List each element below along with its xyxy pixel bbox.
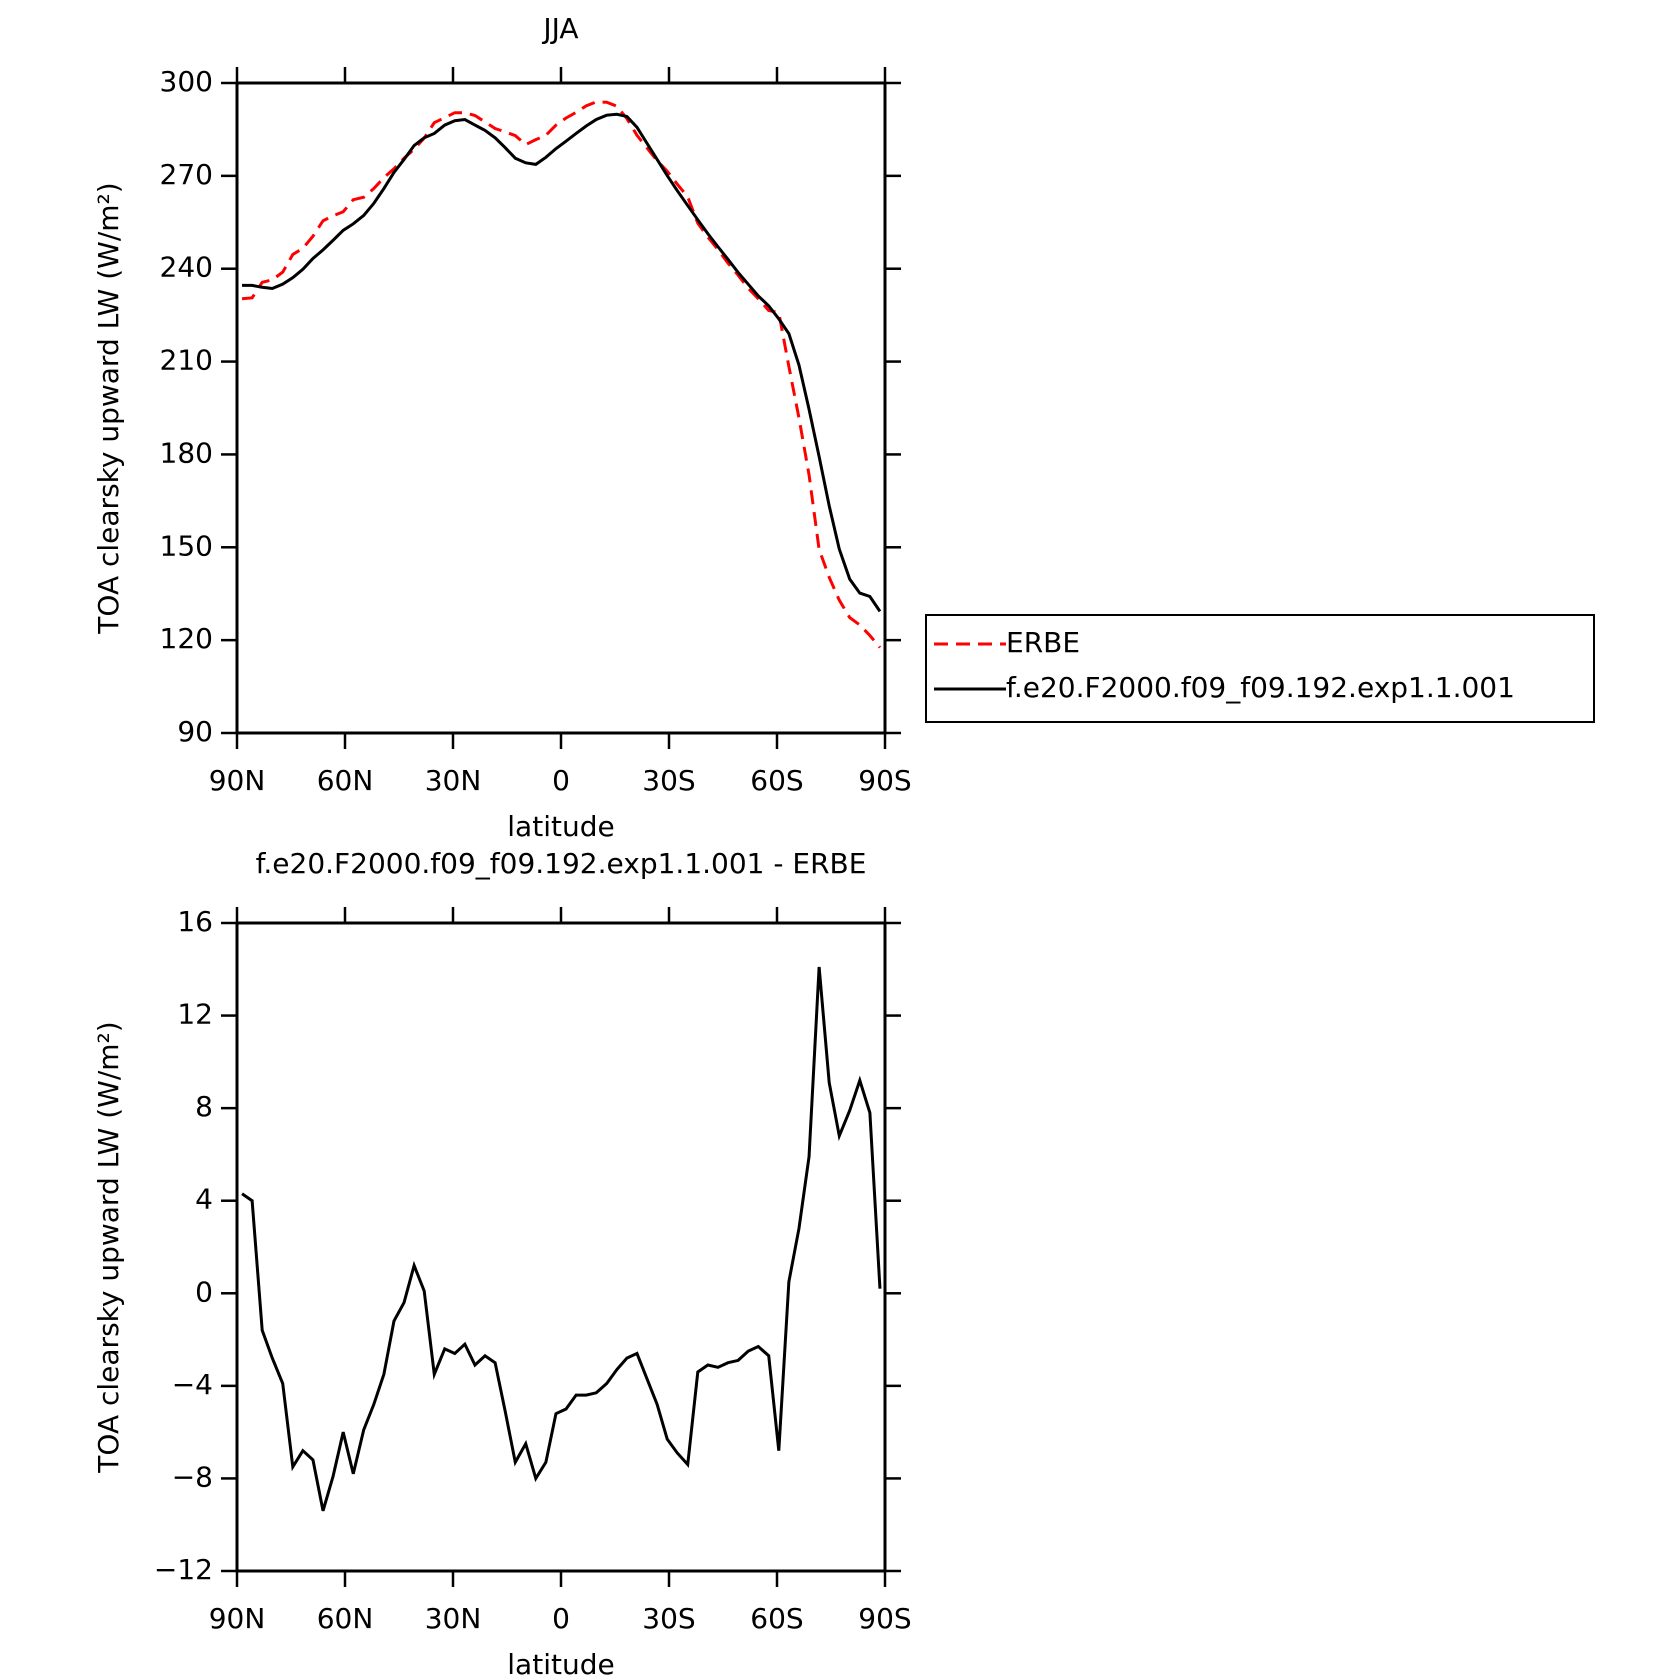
x-tick-label: 30S <box>642 764 695 797</box>
series-line <box>241 966 882 1512</box>
x-tick-label: 90N <box>209 1602 266 1635</box>
y-axis-label: TOA clearsky upward LW (W/m²) <box>92 182 125 634</box>
y-tick-label: 270 <box>160 158 213 191</box>
x-axis-label: latitude <box>507 810 614 843</box>
x-tick-label: 90S <box>858 764 911 797</box>
x-tick-label: 90S <box>858 1602 911 1635</box>
y-axis-label: TOA clearsky upward LW (W/m²) <box>92 1021 125 1473</box>
x-tick-label: 90N <box>209 764 266 797</box>
x-tick-label: 30N <box>425 764 482 797</box>
x-tick-label: 0 <box>552 764 570 797</box>
y-tick-label: −12 <box>154 1553 213 1586</box>
x-axis-label: latitude <box>507 1648 614 1680</box>
x-tick-label: 60N <box>317 764 374 797</box>
y-tick-label: 180 <box>160 436 213 469</box>
y-tick-label: 300 <box>160 65 213 98</box>
chart-title: f.e20.F2000.f09_f09.192.exp1.1.001 - ERB… <box>256 847 867 880</box>
y-tick-label: −8 <box>172 1460 213 1493</box>
plot-frame <box>235 81 887 735</box>
y-tick-label: 210 <box>160 344 213 377</box>
x-tick-label: 60N <box>317 1602 374 1635</box>
x-tick-label: 60S <box>750 1602 803 1635</box>
x-tick-label: 30N <box>425 1602 482 1635</box>
series-line <box>242 112 882 613</box>
y-tick-label: 240 <box>160 251 213 284</box>
y-tick-label: 16 <box>177 905 213 938</box>
plot-frame <box>235 921 887 1573</box>
y-tick-label: 8 <box>195 1090 213 1123</box>
y-tick-label: 0 <box>195 1275 213 1308</box>
y-tick-label: 12 <box>177 998 213 1031</box>
series-line <box>241 100 882 649</box>
chart-title: JJA <box>541 12 578 45</box>
x-tick-label: 0 <box>552 1602 570 1635</box>
y-tick-label: 4 <box>195 1183 213 1216</box>
x-tick-label: 60S <box>750 764 803 797</box>
x-tick-label: 30S <box>642 1602 695 1635</box>
y-tick-label: 120 <box>160 622 213 655</box>
legend-box <box>925 614 1595 723</box>
legend-label: ERBE <box>1006 626 1080 659</box>
y-tick-label: 90 <box>177 715 213 748</box>
y-tick-label: 150 <box>160 529 213 562</box>
legend-label: f.e20.F2000.f09_f09.192.exp1.1.001 <box>1006 671 1515 704</box>
y-tick-label: −4 <box>172 1368 213 1401</box>
